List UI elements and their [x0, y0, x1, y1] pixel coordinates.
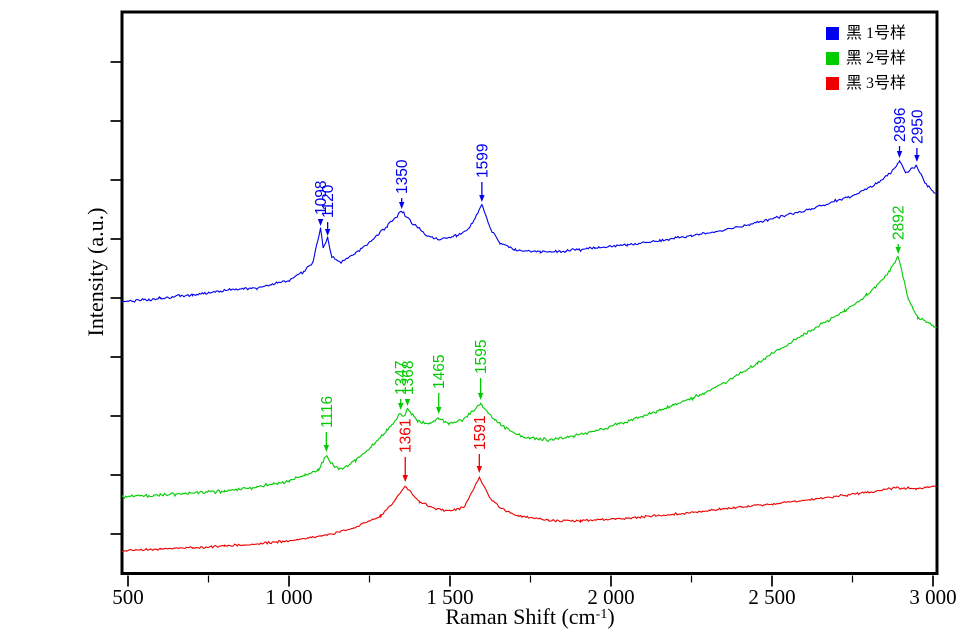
peak-label-1361: 1361 [398, 419, 415, 453]
peak-label-1120: 1120 [320, 184, 337, 218]
peak-arrowhead [324, 229, 331, 236]
peak-arrowhead [317, 219, 324, 226]
legend-item-sample2: 黑 2号样 [826, 46, 906, 71]
x-axis-title-text: Raman Shift (cm [445, 604, 596, 629]
peak-label-1591: 1591 [472, 416, 489, 450]
peak-arrowhead [398, 403, 404, 410]
peak-arrowhead [479, 195, 485, 202]
spectrum-curve-2 [122, 255, 937, 500]
peak-label-1347: 1347 [393, 361, 410, 395]
peak-arrowhead [476, 466, 483, 473]
x-tick-label: 500 [112, 585, 144, 609]
legend-label: 黑 2号样 [846, 49, 907, 67]
peak-arrowhead [896, 151, 903, 158]
legend-swatch-red [826, 77, 839, 90]
legend-label: 黑 1号样 [846, 24, 907, 42]
spectrum-curve-3 [122, 475, 937, 552]
peak-label-1465: 1465 [431, 355, 448, 389]
x-tick-label: 1 000 [265, 585, 312, 609]
spectrum-curve-1 [122, 159, 937, 303]
x-tick-label: 3 000 [909, 585, 956, 609]
peak-arrowhead [895, 247, 901, 254]
x-axis-title-close: ) [607, 604, 615, 629]
peak-label-1599: 1599 [474, 144, 491, 178]
peak-arrowhead [477, 393, 484, 400]
x-axis-title: Raman Shift (cm-1) [122, 604, 938, 630]
peak-label-2892: 2892 [891, 206, 908, 240]
x-tick-label: 2 000 [587, 585, 634, 609]
plot-border [120, 10, 939, 575]
x-tick-label: 2 500 [748, 585, 795, 609]
peak-arrowhead [436, 407, 442, 414]
peak-label-1350: 1350 [394, 159, 411, 194]
peak-arrowhead [914, 155, 920, 162]
peak-label-1368: 1368 [400, 361, 417, 395]
peak-arrowhead [402, 475, 408, 482]
legend-label: 黑 3号样 [846, 74, 907, 92]
y-axis-title: Intensity (a.u.) [83, 207, 108, 337]
legend-item-sample1: 黑 1号样 [826, 21, 906, 46]
legend-swatch-green [826, 52, 839, 65]
legend-item-sample3: 黑 3号样 [826, 71, 906, 96]
x-axis-title-superscript: -1 [595, 607, 608, 622]
x-tick-label: 1 500 [426, 585, 473, 609]
peak-label-1595: 1595 [473, 340, 490, 374]
peak-arrowhead [399, 202, 405, 209]
legend-swatch-blue [826, 27, 839, 40]
peak-arrowhead [323, 445, 330, 452]
peak-label-1116: 1116 [319, 396, 336, 428]
legend: 黑 1号样 黑 2号样 黑 3号样 [826, 21, 906, 96]
peak-label-1098: 1098 [313, 181, 330, 215]
peak-label-2896: 2896 [892, 108, 909, 142]
peak-arrowhead [404, 399, 411, 406]
peak-label-2950: 2950 [909, 109, 926, 144]
